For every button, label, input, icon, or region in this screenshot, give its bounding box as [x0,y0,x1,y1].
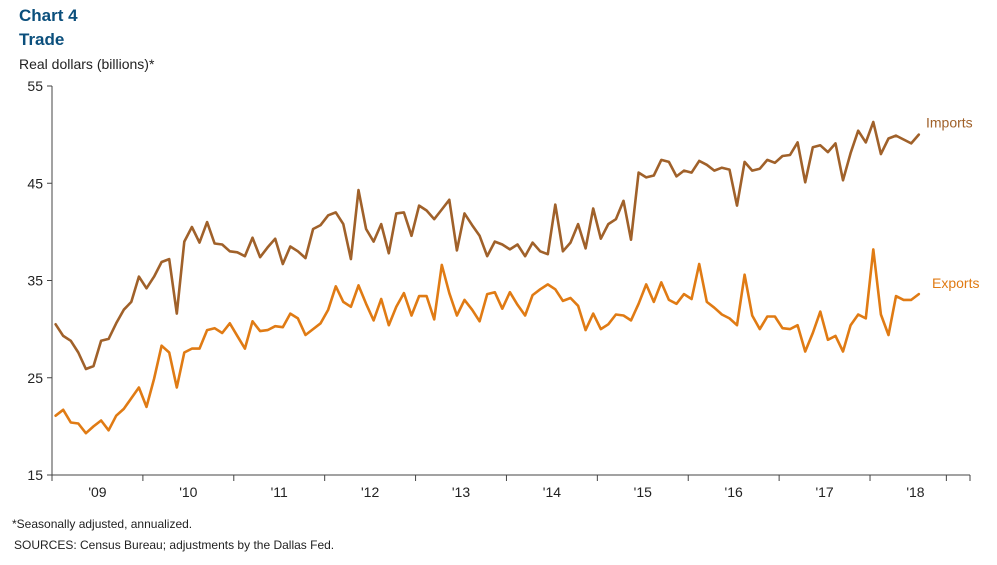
y-tick-label: 15 [27,467,43,483]
y-tick-label: 25 [27,370,43,386]
x-tick-label: '17 [815,484,833,500]
x-tick-label: '16 [725,484,743,500]
y-tick-label: 35 [27,273,43,289]
x-tick-label: '11 [271,484,288,500]
x-tick-label: '15 [634,484,652,500]
footnote: *Seasonally adjusted, annualized. [12,517,193,531]
y-axis-unit-label: Real dollars (billions)* [19,56,155,72]
sources-note: SOURCES: Census Bureau; adjustments by t… [14,538,335,552]
y-tick-label: 45 [27,175,43,191]
chart-title: Trade [19,30,65,49]
x-tick-label: '18 [906,484,924,500]
x-tick-label: '12 [361,484,379,500]
series-label-exports: Exports [932,275,979,291]
series-label-imports: Imports [926,115,973,131]
x-tick-label: '09 [88,484,106,500]
chart-number: Chart 4 [19,6,78,25]
x-tick-label: '13 [452,484,470,500]
y-tick-label: 55 [27,78,43,94]
line-imports [54,120,921,371]
x-tick-label: '10 [179,484,197,500]
line-exports [54,248,921,435]
x-tick-label: '14 [543,484,561,500]
